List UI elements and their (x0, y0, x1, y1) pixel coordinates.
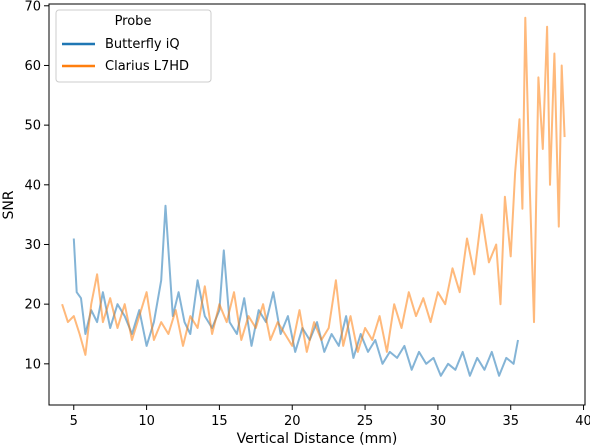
series-lines (61, 16, 566, 377)
x-tick-label: 20 (284, 414, 301, 429)
plot-frame (48, 3, 586, 406)
legend-label-clarius: Clarius L7HD (105, 59, 189, 74)
x-tick-label: 40 (575, 414, 590, 429)
y-tick-label: 60 (24, 59, 41, 74)
x-axis-label: Vertical Distance (mm) (237, 431, 398, 447)
y-tick-label: 40 (24, 178, 41, 193)
y-tick-label: 50 (24, 119, 41, 134)
x-axis-ticks: 5 10 15 20 25 30 35 40 (70, 405, 590, 429)
legend-title: Probe (115, 14, 152, 29)
y-tick-label: 20 (24, 298, 41, 313)
x-tick-label: 25 (357, 414, 374, 429)
series-line-1 (61, 16, 566, 356)
y-axis-ticks: 10 20 30 40 50 60 70 (24, 0, 49, 372)
x-tick-label: 5 (70, 414, 78, 429)
y-tick-label: 70 (24, 0, 41, 14)
y-tick-label: 30 (24, 238, 41, 253)
legend-box (55, 9, 212, 83)
legend-label-butterfly: Butterfly iQ (105, 37, 180, 52)
x-tick-label: 15 (211, 414, 228, 429)
x-tick-label: 30 (430, 414, 447, 429)
x-tick-label: 10 (138, 414, 155, 429)
y-axis-label: SNR (1, 190, 17, 219)
series-line-0 (72, 204, 519, 377)
y-tick-label: 10 (24, 357, 41, 372)
legend: Probe Butterfly iQ Clarius L7HD (55, 9, 212, 83)
x-tick-label: 35 (502, 414, 519, 429)
